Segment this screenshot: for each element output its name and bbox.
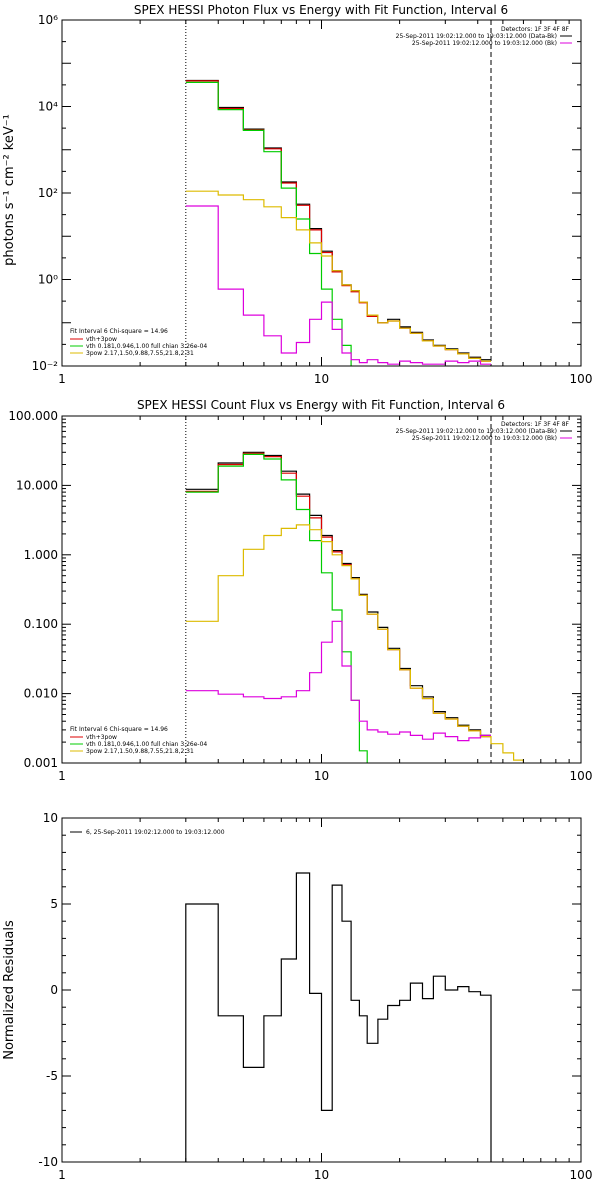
photon-ytick-label: 10⁻² <box>32 359 59 373</box>
count-legend-vth3pow: vth+3pow <box>86 734 117 741</box>
count-legend-top-data-bk: 25-Sep-2011 19:02:12.000 to 19:03:12.000… <box>396 428 557 435</box>
photon-legend-top-data-bk: 25-Sep-2011 19:02:12.000 to 19:03:12.000… <box>396 33 557 40</box>
count-flux-plot-area: 1 10 100 0.001 0.010 0.100 1.000 10.000 100.000 <box>8 409 592 783</box>
count-legend-top-detectors: Detectors: 1F 3F 4F 8F <box>501 421 570 428</box>
photon-flux-plot-area: 1 10 100 10⁻² 10⁰ 10² 10⁴ 10⁶ <box>32 13 593 386</box>
photon-legend-3pow: 3pow 2.17,1.50,9.88,7.55,21.8,2.31 <box>86 350 194 357</box>
photon-series-3pow <box>185 190 491 362</box>
count-series-3pow <box>185 524 524 763</box>
photon-legend-vth3pow: vth+3pow <box>86 336 117 343</box>
residuals-xtick-label: 1 <box>58 1168 66 1182</box>
photon-xtick-label: 1 <box>58 372 66 386</box>
count-ytick-label: 0.010 <box>24 687 58 701</box>
count-legend-3pow: 3pow 2.17,1.50,9.88,7.55,21.8,2.31 <box>86 748 194 755</box>
residuals-legend-label: 6, 25-Sep-2011 19:02:12.000 to 19:03:12.… <box>86 829 225 836</box>
count-xtick-label: 1 <box>58 769 66 783</box>
count-legend-fit: Fit Interval 6 Chi-square = 14.96 <box>70 726 168 733</box>
photon-legend-top-detectors: Detectors: 1F 3F 4F 8F <box>501 26 570 33</box>
count-legend-top-bk: 25-Sep-2011 19:02:12.000 to 19:03:12.000… <box>412 435 557 442</box>
photon-ytick-label: 10⁰ <box>38 273 58 287</box>
photon-legend-vth: vth 0.181,0.946,1.00 full chian 3.26e-04 <box>86 343 207 350</box>
photon-ytick-label: 10² <box>38 186 58 200</box>
photon-legend-fit: Fit Interval 6 Chi-square = 14.96 <box>70 328 168 335</box>
count-xtick-label: 10 <box>314 769 329 783</box>
count-ytick-label: 0.001 <box>24 756 58 770</box>
count-series-bk <box>185 620 491 742</box>
photon-flux-ylabel: photons s⁻¹ cm⁻² keV⁻¹ <box>2 114 17 266</box>
count-series-group <box>185 451 524 763</box>
photon-flux-legend-top: Detectors: 1F 3F 4F 8F 25-Sep-2011 19:02… <box>396 26 572 47</box>
count-ytick-label: 10.000 <box>16 478 58 492</box>
count-ytick-label: 1.000 <box>24 548 58 562</box>
count-flux-legend-bottom: Fit Interval 6 Chi-square = 14.96 vth+3p… <box>70 726 207 755</box>
residuals-panel: Normalized Residuals 1 10 100 -10 -5 0 5 10 6, … <box>2 811 592 1182</box>
photon-legend-top-bk: 25-Sep-2011 19:02:12.000 to 19:03:12.000… <box>412 40 557 47</box>
photon-xtick-label: 100 <box>570 372 593 386</box>
count-ytick-label: 0.100 <box>24 617 58 631</box>
residuals-ytick-label: 10 <box>43 811 58 825</box>
residuals-ytick-label: 0 <box>50 983 58 997</box>
residuals-legend: 6, 25-Sep-2011 19:02:12.000 to 19:03:12.… <box>70 829 225 836</box>
count-flux-panel: SPEX HESSI Count Flux vs Energy with Fit… <box>8 398 592 783</box>
residuals-xtick-label: 100 <box>570 1168 593 1182</box>
photon-flux-legend-bottom: Fit Interval 6 Chi-square = 14.96 vth+3p… <box>70 328 207 357</box>
photon-ytick-label: 10⁶ <box>38 13 58 27</box>
count-xtick-label: 100 <box>570 769 593 783</box>
residuals-ylabel: Normalized Residuals <box>2 920 17 1060</box>
residuals-ytick-label: -10 <box>38 1155 58 1169</box>
count-flux-title: SPEX HESSI Count Flux vs Energy with Fit… <box>137 398 505 412</box>
photon-xtick-label: 10 <box>314 372 329 386</box>
photon-ytick-label: 10⁴ <box>38 100 58 114</box>
residuals-xtick-label: 10 <box>314 1168 329 1182</box>
residuals-ytick-label: -5 <box>46 1069 58 1083</box>
residuals-plot-area: 1 10 100 -10 -5 0 5 10 <box>38 811 592 1182</box>
count-legend-vth: vth 0.181,0.946,1.00 full chian 3.26e-04 <box>86 741 207 748</box>
residuals-ytick-label: 5 <box>50 897 58 911</box>
count-flux-legend-top: Detectors: 1F 3F 4F 8F 25-Sep-2011 19:02… <box>396 421 572 442</box>
residuals-series-6-25-sep-2011-19-02-12-000-to-19-03-12-000 <box>185 872 492 1162</box>
photon-flux-panel: SPEX HESSI Photon Flux vs Energy with Fi… <box>2 3 592 386</box>
residuals-series-group <box>185 872 492 1162</box>
photon-flux-title: SPEX HESSI Photon Flux vs Energy with Fi… <box>134 3 508 17</box>
count-ytick-label: 100.000 <box>8 409 58 423</box>
